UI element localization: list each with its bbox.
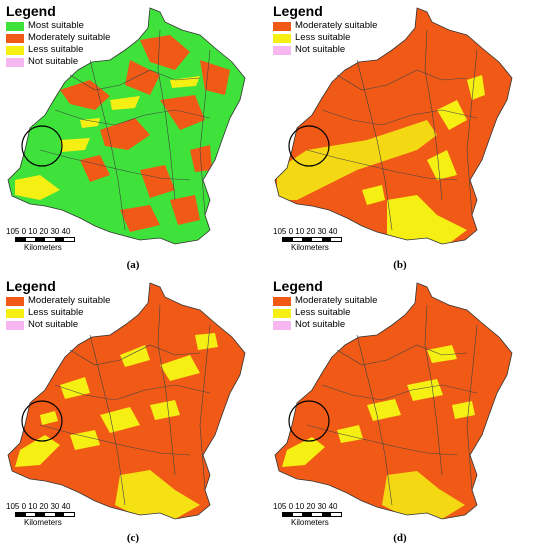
suitability-map-d xyxy=(274,282,513,520)
legend-title: Legend xyxy=(273,278,323,294)
map-panel-c: Legend Moderately suitable Less suitable… xyxy=(0,275,266,550)
legend-item-not: Not suitable xyxy=(6,56,110,68)
legend-label-not: Not suitable xyxy=(295,44,346,55)
panel-caption-b: (b) xyxy=(393,259,407,271)
scale-graphic xyxy=(282,512,342,517)
legend-item-moderate: Moderately suitable xyxy=(273,295,377,307)
legend-item-moderate: Moderately suitable xyxy=(6,295,110,307)
legend-label-less: Less suitable xyxy=(28,307,84,318)
swatch-less xyxy=(6,308,24,318)
swatch-moderate xyxy=(273,21,291,31)
scale-unit: Kilometers xyxy=(24,518,62,527)
legend-label-not: Not suitable xyxy=(295,319,346,330)
swatch-moderate xyxy=(6,33,24,43)
swatch-less xyxy=(273,33,291,43)
scale-unit: Kilometers xyxy=(291,243,329,252)
legend-item-moderate: Moderately suitable xyxy=(273,20,377,32)
swatch-not xyxy=(273,320,291,330)
scale-ticks: 105 0 10 20 30 40 xyxy=(273,227,338,236)
legend-label-moderate: Moderately suitable xyxy=(295,20,378,31)
scale-bar-d: 105 0 10 20 30 40 Kilometers xyxy=(273,502,342,527)
highlight-circle xyxy=(21,125,63,167)
swatch-less xyxy=(273,308,291,318)
panel-caption-a: (a) xyxy=(126,259,140,271)
legend-label-less: Less suitable xyxy=(28,44,84,55)
legend-label-moderate: Moderately suitable xyxy=(28,32,111,43)
swatch-not xyxy=(273,45,291,55)
legend-title: Legend xyxy=(6,278,56,294)
scale-ticks: 105 0 10 20 30 40 xyxy=(273,502,338,511)
swatch-not xyxy=(6,320,24,330)
highlight-circle xyxy=(288,400,330,442)
map-panel-b: Legend Moderately suitable Less suitable… xyxy=(267,0,533,275)
scale-bar-b: 105 0 10 20 30 40 Kilometers xyxy=(273,227,342,252)
legend-item-moderate: Moderately suitable xyxy=(6,32,110,44)
swatch-most xyxy=(6,21,24,31)
swatch-not xyxy=(6,57,24,67)
legend-label-less: Less suitable xyxy=(295,32,351,43)
legend-title: Legend xyxy=(6,3,56,19)
map-panel-d: Legend Moderately suitable Less suitable… xyxy=(267,275,533,550)
legend-item-less: Less suitable xyxy=(6,307,110,319)
legend-item-most: Most suitable xyxy=(6,20,110,32)
highlight-circle xyxy=(288,125,330,167)
legend-c: Legend Moderately suitable Less suitable… xyxy=(6,278,110,331)
legend-label-less: Less suitable xyxy=(295,307,351,318)
scale-unit: Kilometers xyxy=(24,243,62,252)
scale-unit: Kilometers xyxy=(291,518,329,527)
scale-graphic xyxy=(282,237,342,242)
legend-item-less: Less suitable xyxy=(273,307,377,319)
legend-item-not: Not suitable xyxy=(273,319,377,331)
scale-bar-c: 105 0 10 20 30 40 Kilometers xyxy=(6,502,75,527)
legend-b: Legend Moderately suitable Less suitable… xyxy=(273,3,377,56)
scale-graphic xyxy=(15,237,75,242)
panel-caption-c: (c) xyxy=(126,532,140,544)
legend-label-not: Not suitable xyxy=(28,319,79,330)
scale-graphic xyxy=(15,512,75,517)
legend-d: Legend Moderately suitable Less suitable… xyxy=(273,278,377,331)
swatch-moderate xyxy=(273,296,291,306)
scale-ticks: 105 0 10 20 30 40 xyxy=(6,227,71,236)
legend-item-less: Less suitable xyxy=(273,32,377,44)
map-panel-a: Legend Most suitable Moderately suitable… xyxy=(0,0,266,275)
suitability-map-b xyxy=(274,7,513,245)
legend-item-not: Not suitable xyxy=(273,44,377,56)
legend-item-less: Less suitable xyxy=(6,44,110,56)
legend-label-most: Most suitable xyxy=(28,20,84,31)
swatch-less xyxy=(6,45,24,55)
legend-label-moderate: Moderately suitable xyxy=(295,295,378,306)
panel-caption-d: (d) xyxy=(393,532,407,544)
highlight-circle xyxy=(21,400,63,442)
swatch-moderate xyxy=(6,296,24,306)
suitability-map-a xyxy=(7,7,246,245)
legend-item-not: Not suitable xyxy=(6,319,110,331)
suitability-map-c xyxy=(7,282,246,520)
legend-label-moderate: Moderately suitable xyxy=(28,295,111,306)
legend-label-not: Not suitable xyxy=(28,56,79,67)
legend-a: Legend Most suitable Moderately suitable… xyxy=(6,3,110,68)
legend-title: Legend xyxy=(273,3,323,19)
scale-ticks: 105 0 10 20 30 40 xyxy=(6,502,71,511)
scale-bar-a: 105 0 10 20 30 40 Kilometers xyxy=(6,227,75,252)
